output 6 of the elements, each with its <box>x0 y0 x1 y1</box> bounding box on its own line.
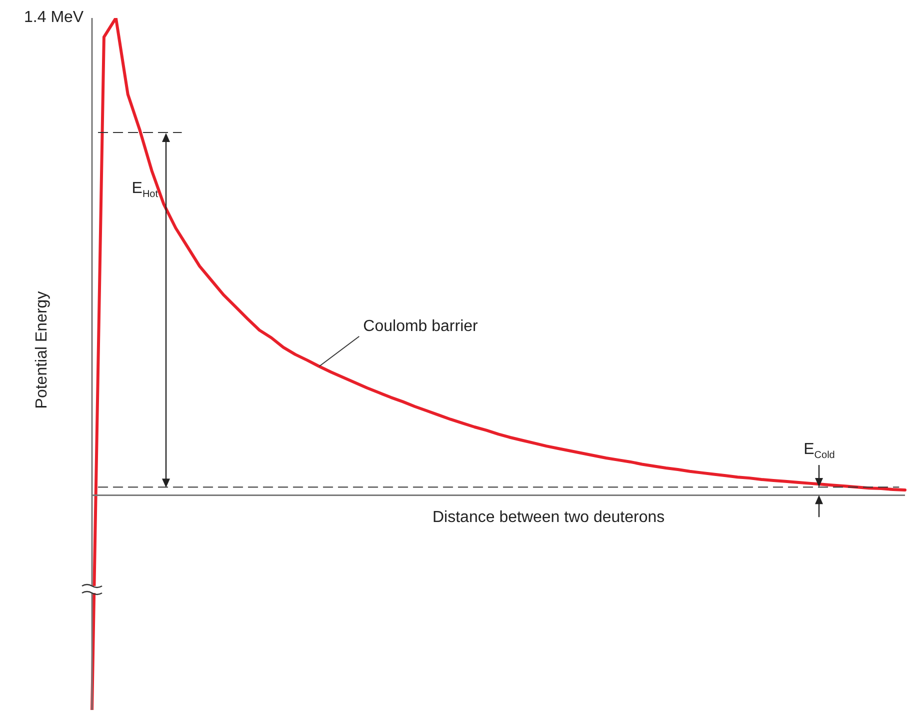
ref-line-label: E$_{Hot}$ <box>132 180 158 200</box>
text: 1.4 MeV <box>24 9 84 27</box>
ref-line-label: E$_{Cold}$ <box>804 441 835 462</box>
y-axis-title: Potential Energy <box>33 292 52 409</box>
annotation: Coulomb barrier <box>363 318 478 336</box>
x-axis-title: Distance between two deuterons <box>432 509 665 528</box>
